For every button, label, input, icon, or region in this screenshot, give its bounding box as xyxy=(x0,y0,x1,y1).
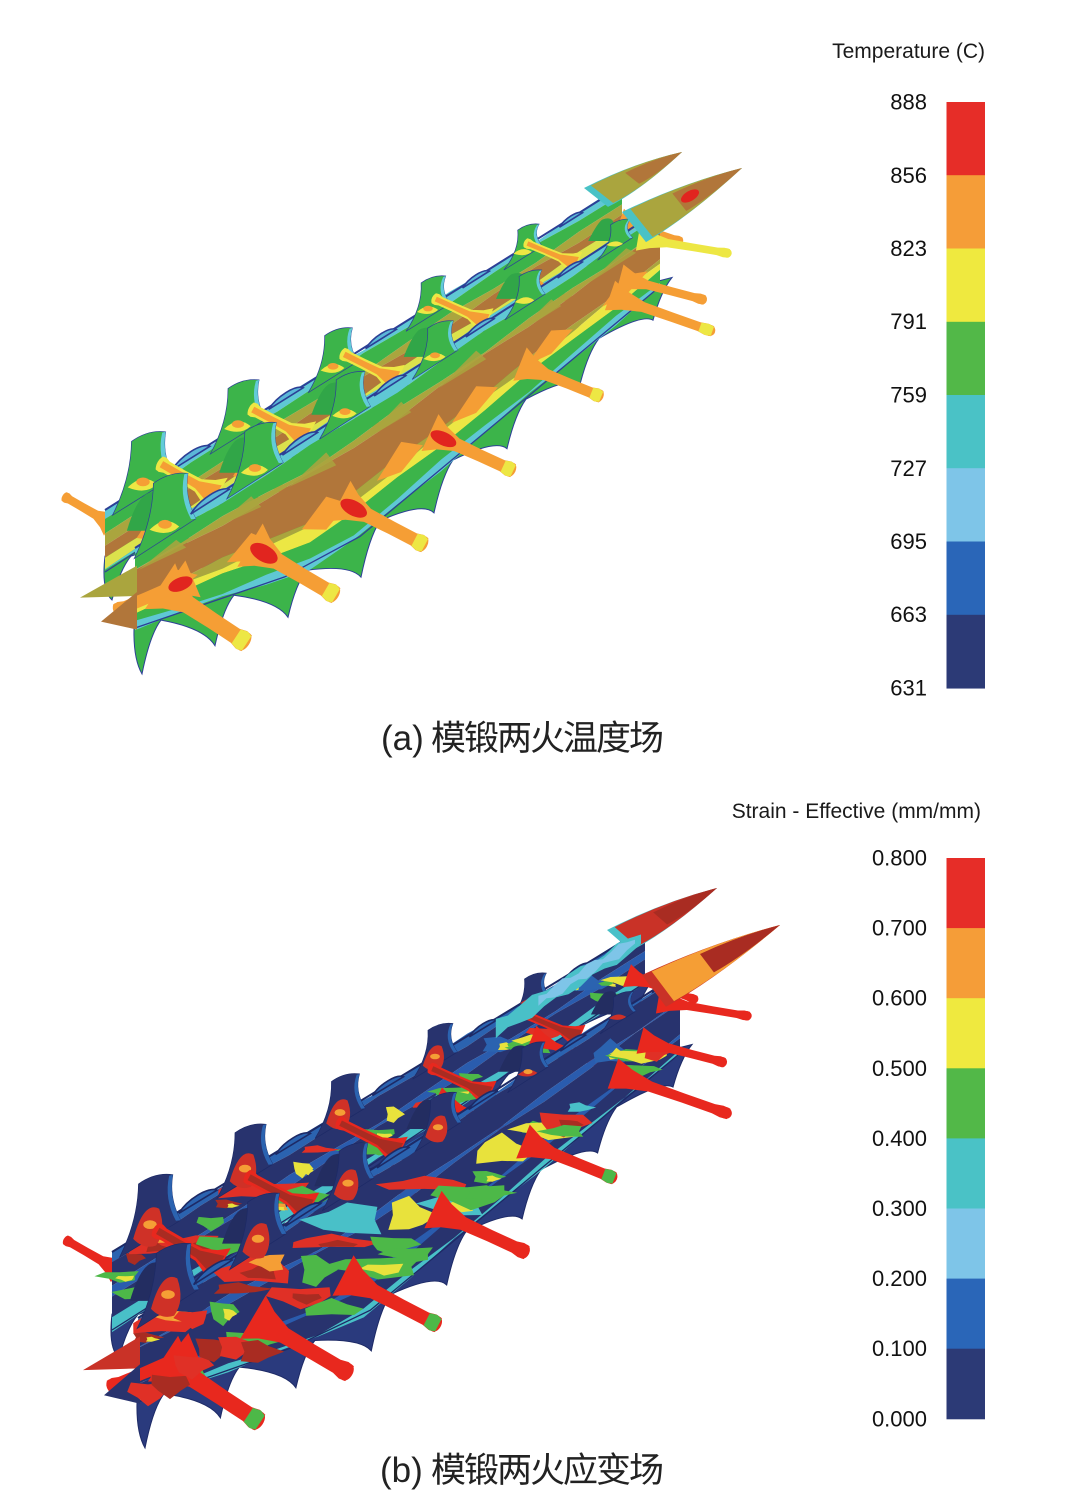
svg-text:727: 727 xyxy=(890,456,927,481)
svg-text:0.800: 0.800 xyxy=(872,846,927,871)
svg-text:0.200: 0.200 xyxy=(872,1266,927,1291)
svg-text:0.300: 0.300 xyxy=(872,1196,927,1221)
svg-text:759: 759 xyxy=(890,383,927,408)
svg-text:888: 888 xyxy=(890,90,927,115)
svg-text:695: 695 xyxy=(890,529,927,554)
svg-text:0.400: 0.400 xyxy=(872,1126,927,1151)
svg-text:0.600: 0.600 xyxy=(872,986,927,1011)
svg-text:0.100: 0.100 xyxy=(872,1336,927,1361)
svg-text:Temperature (C): Temperature (C) xyxy=(832,40,985,63)
svg-text:856: 856 xyxy=(890,163,927,188)
svg-text:663: 663 xyxy=(890,602,927,627)
svg-text:791: 791 xyxy=(890,309,927,334)
svg-text:0.500: 0.500 xyxy=(872,1056,927,1081)
svg-text:823: 823 xyxy=(890,236,927,261)
svg-text:(b): (b) xyxy=(380,1451,423,1490)
svg-text:Strain - Effective (mm/mm): Strain - Effective (mm/mm) xyxy=(732,800,981,823)
svg-text:(a): (a) xyxy=(381,719,424,758)
svg-text:631: 631 xyxy=(890,676,927,701)
svg-text:0.000: 0.000 xyxy=(872,1406,927,1431)
svg-text:0.700: 0.700 xyxy=(872,916,927,941)
